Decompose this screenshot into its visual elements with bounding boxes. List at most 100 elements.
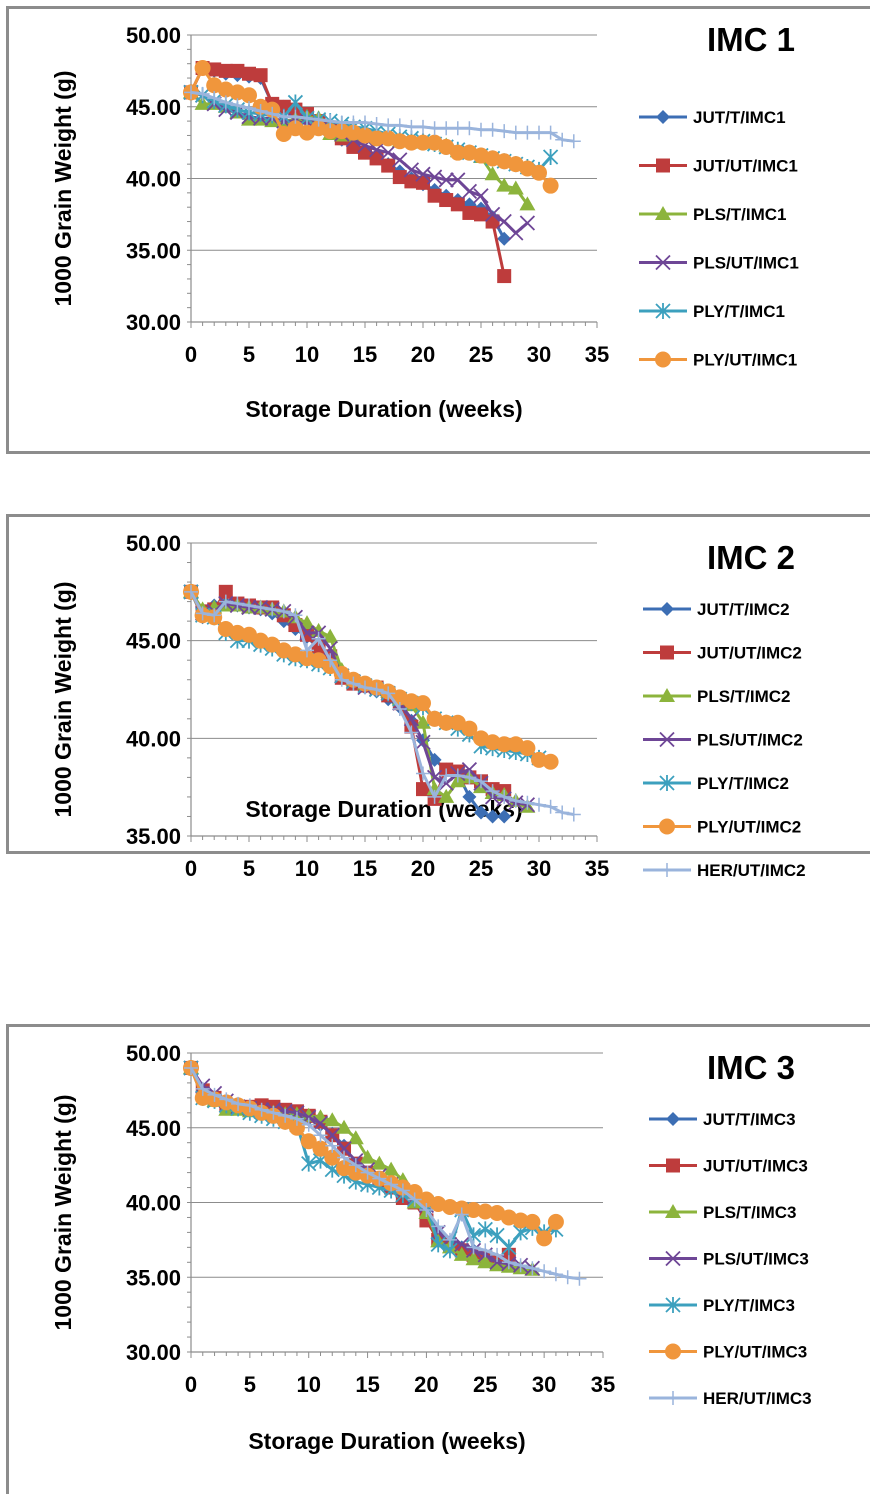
data-point [381,686,396,701]
data-point [368,142,385,158]
data-point [266,1105,281,1120]
data-point [265,106,280,121]
data-point [497,809,512,824]
data-point [508,793,523,808]
y-tick-label: 50.00 [126,531,181,556]
data-point [572,1271,587,1286]
legend-entry: PLY/UT/IMC1 [639,351,797,370]
legend-marker [665,1250,681,1267]
legend-entry: PLS/T/IMC1 [639,205,787,224]
data-point [431,1219,446,1234]
legend-label: PLS/T/IMC2 [697,687,791,706]
legend-label: JUT/UT/IMC3 [703,1157,808,1176]
data-point [322,628,339,643]
data-point [300,111,314,126]
x-tick-label: 35 [591,1372,615,1397]
y-tick-label: 30.00 [126,1340,181,1365]
legend-entry: HER/UT/IMC3 [649,1389,812,1408]
data-point [513,1258,528,1273]
x-axis-label: Storage Duration (weeks) [245,796,522,822]
legend-label: JUT/T/IMC3 [703,1110,796,1129]
data-point [490,1247,505,1262]
data-point [218,95,233,110]
x-tick-label: 15 [353,342,377,367]
x-tick-label: 20 [414,1372,438,1397]
legend-label: HER/UT/IMC3 [703,1389,812,1408]
data-point [403,162,420,178]
data-point [195,86,210,101]
data-point [358,680,372,695]
data-point [442,1232,457,1247]
data-point [346,676,361,691]
data-point [415,166,431,182]
data-point [501,1239,517,1256]
x-tick-label: 25 [469,342,493,367]
legend-entry: JUT/UT/IMC1 [639,157,798,176]
data-point [543,125,558,140]
data-point [347,1130,364,1145]
data-point [474,774,488,789]
legend-entry: PLS/UT/IMC1 [639,254,799,273]
data-point [381,158,396,173]
legend-label: JUT/UT/IMC2 [697,644,802,663]
data-point [496,177,513,192]
data-point [426,169,443,185]
data-point [300,643,314,658]
data-point [542,753,559,770]
legend-marker [655,303,671,319]
legend-label: PLS/UT/IMC2 [697,731,803,750]
chart-imc3: 30.00 35.00 40.00 45.00 50.00 0 5 10 15 20 25 30 35 S… [50,1041,812,1454]
data-point [288,608,303,623]
data-point [313,1128,328,1143]
data-point [466,1240,481,1255]
x-tick-label: 15 [355,1372,379,1397]
legend-marker [656,158,670,173]
legend-label: PLY/UT/IMC1 [693,351,797,370]
data-point [485,809,500,824]
x-tick-label: 30 [532,1372,556,1397]
legend-entry: JUT/T/IMC3 [649,1110,796,1129]
y-tick-label: 35.00 [126,1265,181,1290]
data-point [453,1246,470,1261]
y-tick-label: 30.00 [126,310,181,335]
data-point [449,144,466,161]
chart-title: IMC 3 [707,1049,795,1086]
data-point [507,180,524,195]
data-point [439,193,454,208]
data-point [438,788,455,803]
data-point [531,164,547,181]
x-tick-label: 15 [353,856,377,881]
x-tick-label: 0 [185,1372,197,1397]
data-point [184,85,198,100]
data-point [473,188,489,204]
legend-label: PLY/T/IMC1 [693,302,785,321]
data-point [555,805,570,820]
data-point [427,789,442,804]
legend-entry: PLY/T/IMC3 [649,1296,795,1315]
y-tick-label: 35.00 [126,238,181,263]
data-point [324,1112,341,1127]
data-point [462,770,477,785]
data-point [512,1212,529,1229]
legend-marker [665,1297,681,1313]
data-point [207,62,222,77]
legend-entry: HER/UT/IMC2 [643,861,806,880]
data-point [560,1270,575,1285]
data-point [548,1267,563,1282]
y-tick-label: 40.00 [126,726,181,751]
data-point [207,608,222,623]
data-point [391,133,408,150]
data-point [348,1158,363,1173]
legend-entry: PLS/UT/IMC3 [649,1250,809,1269]
legend-marker [655,351,671,368]
y-tick-label: 35.00 [126,824,181,849]
data-point [289,1111,304,1126]
data-point [333,123,350,140]
data-point [230,98,245,113]
legend-marker [655,206,671,220]
y-axis-label: 1000 Grain Weight (g) [50,581,76,817]
data-point [532,797,546,812]
data-point [392,152,408,168]
data-point [395,1183,410,1198]
data-point [438,172,454,188]
